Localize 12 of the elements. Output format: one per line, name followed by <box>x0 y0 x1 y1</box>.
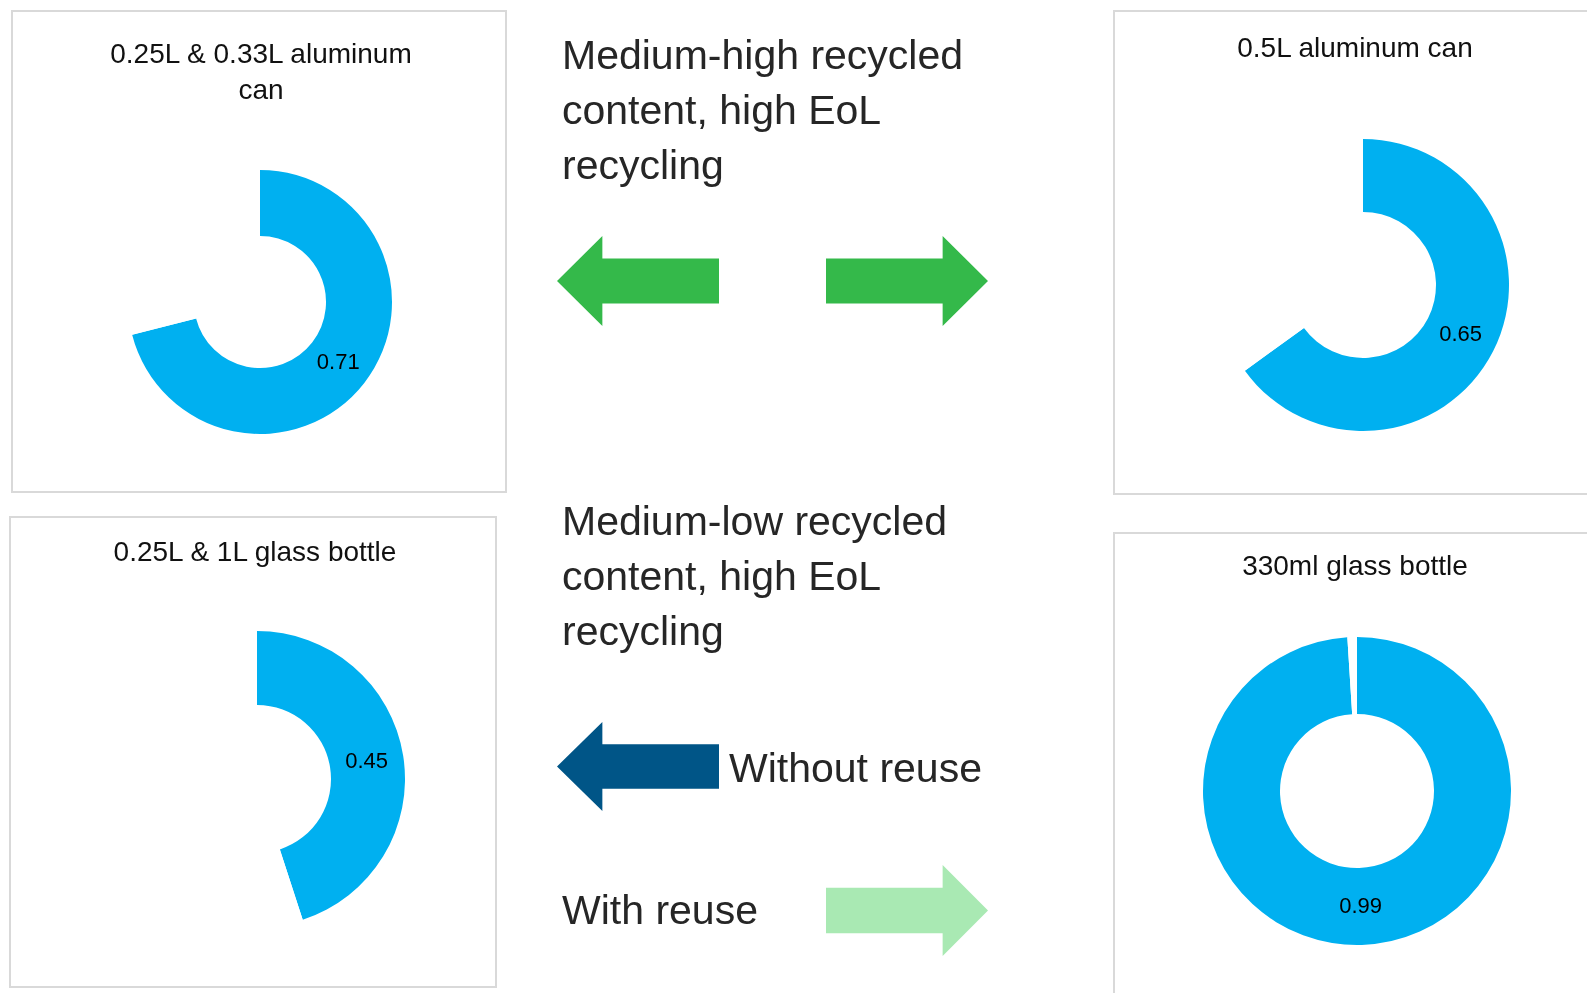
data-label: 0.99 <box>1339 892 1383 918</box>
text: Without reuse <box>729 744 983 793</box>
text: With reuse <box>562 886 759 935</box>
data-label: 0.45 <box>345 747 389 773</box>
chart-title: 0.5L aluminum can <box>1236 31 1474 65</box>
chart-title: 0.25L & 1L glass bottle <box>112 535 398 569</box>
data-label: 0.65 <box>1439 320 1482 346</box>
chart-title: 330ml glass bottle <box>1241 549 1469 583</box>
text: Medium-low recycled content, high EoL recycling <box>562 497 949 656</box>
text: Medium-high recycled content, high EoL recycling <box>562 31 965 190</box>
data-label: 0.71 <box>316 348 360 374</box>
chart-title: 0.25L & 0.33L aluminum can <box>109 37 413 107</box>
